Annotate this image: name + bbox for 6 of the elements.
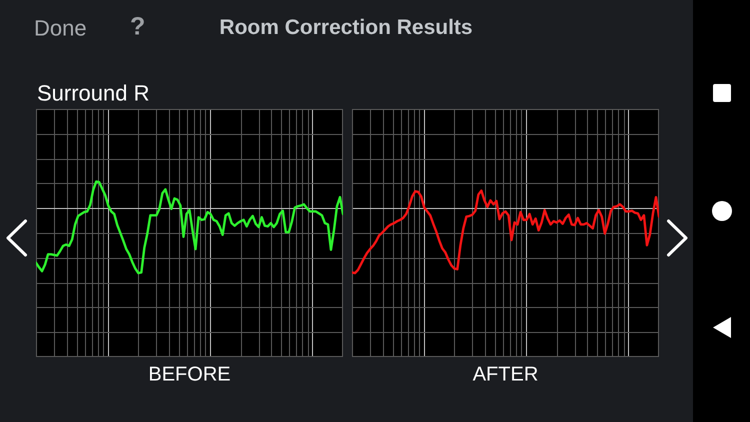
chart-subtitle: Surround R xyxy=(37,80,150,106)
text: Done xyxy=(34,15,87,41)
x-axis-title: AFTER xyxy=(472,364,538,386)
x-axis-title: BEFORE xyxy=(148,364,231,386)
text: ? xyxy=(130,12,146,42)
chart-title: Room Correction Results xyxy=(219,16,473,40)
